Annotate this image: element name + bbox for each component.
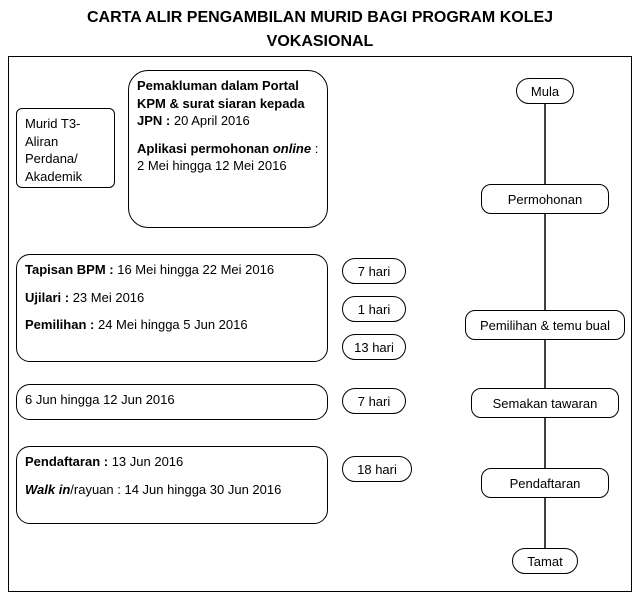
flow-pemilihan: Pemilihan & temu bual (465, 310, 625, 340)
flow-n1-text: Permohonan (508, 192, 582, 207)
flow-start-text: Mula (531, 84, 559, 99)
walkin-rest: /rayuan : 14 Jun hingga 30 Jun 2016 (70, 482, 281, 497)
announce-value1: 20 April 2016 (174, 113, 250, 128)
title-line2: VOKASIONAL (267, 33, 374, 50)
pendaftaran-box: Pendaftaran : 13 Jun 2016 Walk in/rayuan… (16, 446, 328, 524)
duration-2: 1 hari (342, 296, 406, 322)
pendaftaran-value: 13 Jun 2016 (112, 454, 184, 469)
duration-3-text: 13 hari (354, 340, 394, 355)
audience-box: Murid T3- Aliran Perdana/ Akademik (16, 108, 115, 188)
duration-1: 7 hari (342, 258, 406, 284)
page-title: CARTA ALIR PENGAMBILAN MURID BAGI PROGRA… (0, 6, 640, 54)
announce-online: online (273, 141, 311, 156)
pendaftaran-label: Pendaftaran : (25, 454, 108, 469)
semakan-box: 6 Jun hingga 12 Jun 2016 (16, 384, 328, 420)
ujilari-label: Ujilari : (25, 290, 69, 305)
ujilari-value: 23 Mei 2016 (73, 290, 145, 305)
announcement-box: Pemakluman dalam Portal KPM & surat siar… (128, 70, 328, 228)
flow-pendaftaran: Pendaftaran (481, 468, 609, 498)
duration-1-text: 7 hari (358, 264, 391, 279)
tapisan-value: 16 Mei hingga 22 Mei 2016 (117, 262, 274, 277)
flow-end-text: Tamat (527, 554, 562, 569)
duration-5-text: 18 hari (357, 462, 397, 477)
flowchart: CARTA ALIR PENGAMBILAN MURID BAGI PROGRA… (0, 0, 640, 597)
flow-start: Mula (516, 78, 574, 104)
flow-n3-text: Semakan tawaran (493, 396, 598, 411)
flow-permohonan: Permohonan (481, 184, 609, 214)
audience-text: Murid T3- Aliran Perdana/ Akademik (25, 116, 82, 184)
title-line1: CARTA ALIR PENGAMBILAN MURID BAGI PROGRA… (87, 9, 553, 26)
duration-4: 7 hari (342, 388, 406, 414)
duration-5: 18 hari (342, 456, 412, 482)
pemilihan-value: 24 Mei hingga 5 Jun 2016 (98, 317, 248, 332)
tapisan-label: Tapisan BPM : (25, 262, 114, 277)
walkin-label: Walk in (25, 482, 70, 497)
flow-end: Tamat (512, 548, 578, 574)
duration-3: 13 hari (342, 334, 406, 360)
announce-label2: Aplikasi permohonan (137, 141, 269, 156)
flow-n4-text: Pendaftaran (510, 476, 581, 491)
duration-2-text: 1 hari (358, 302, 391, 317)
semakan-text: 6 Jun hingga 12 Jun 2016 (25, 392, 175, 407)
flow-semakan: Semakan tawaran (471, 388, 619, 418)
selection-box: Tapisan BPM : 16 Mei hingga 22 Mei 2016 … (16, 254, 328, 362)
duration-4-text: 7 hari (358, 394, 391, 409)
pemilihan-label: Pemilihan : (25, 317, 94, 332)
flow-n2-text: Pemilihan & temu bual (480, 318, 610, 333)
